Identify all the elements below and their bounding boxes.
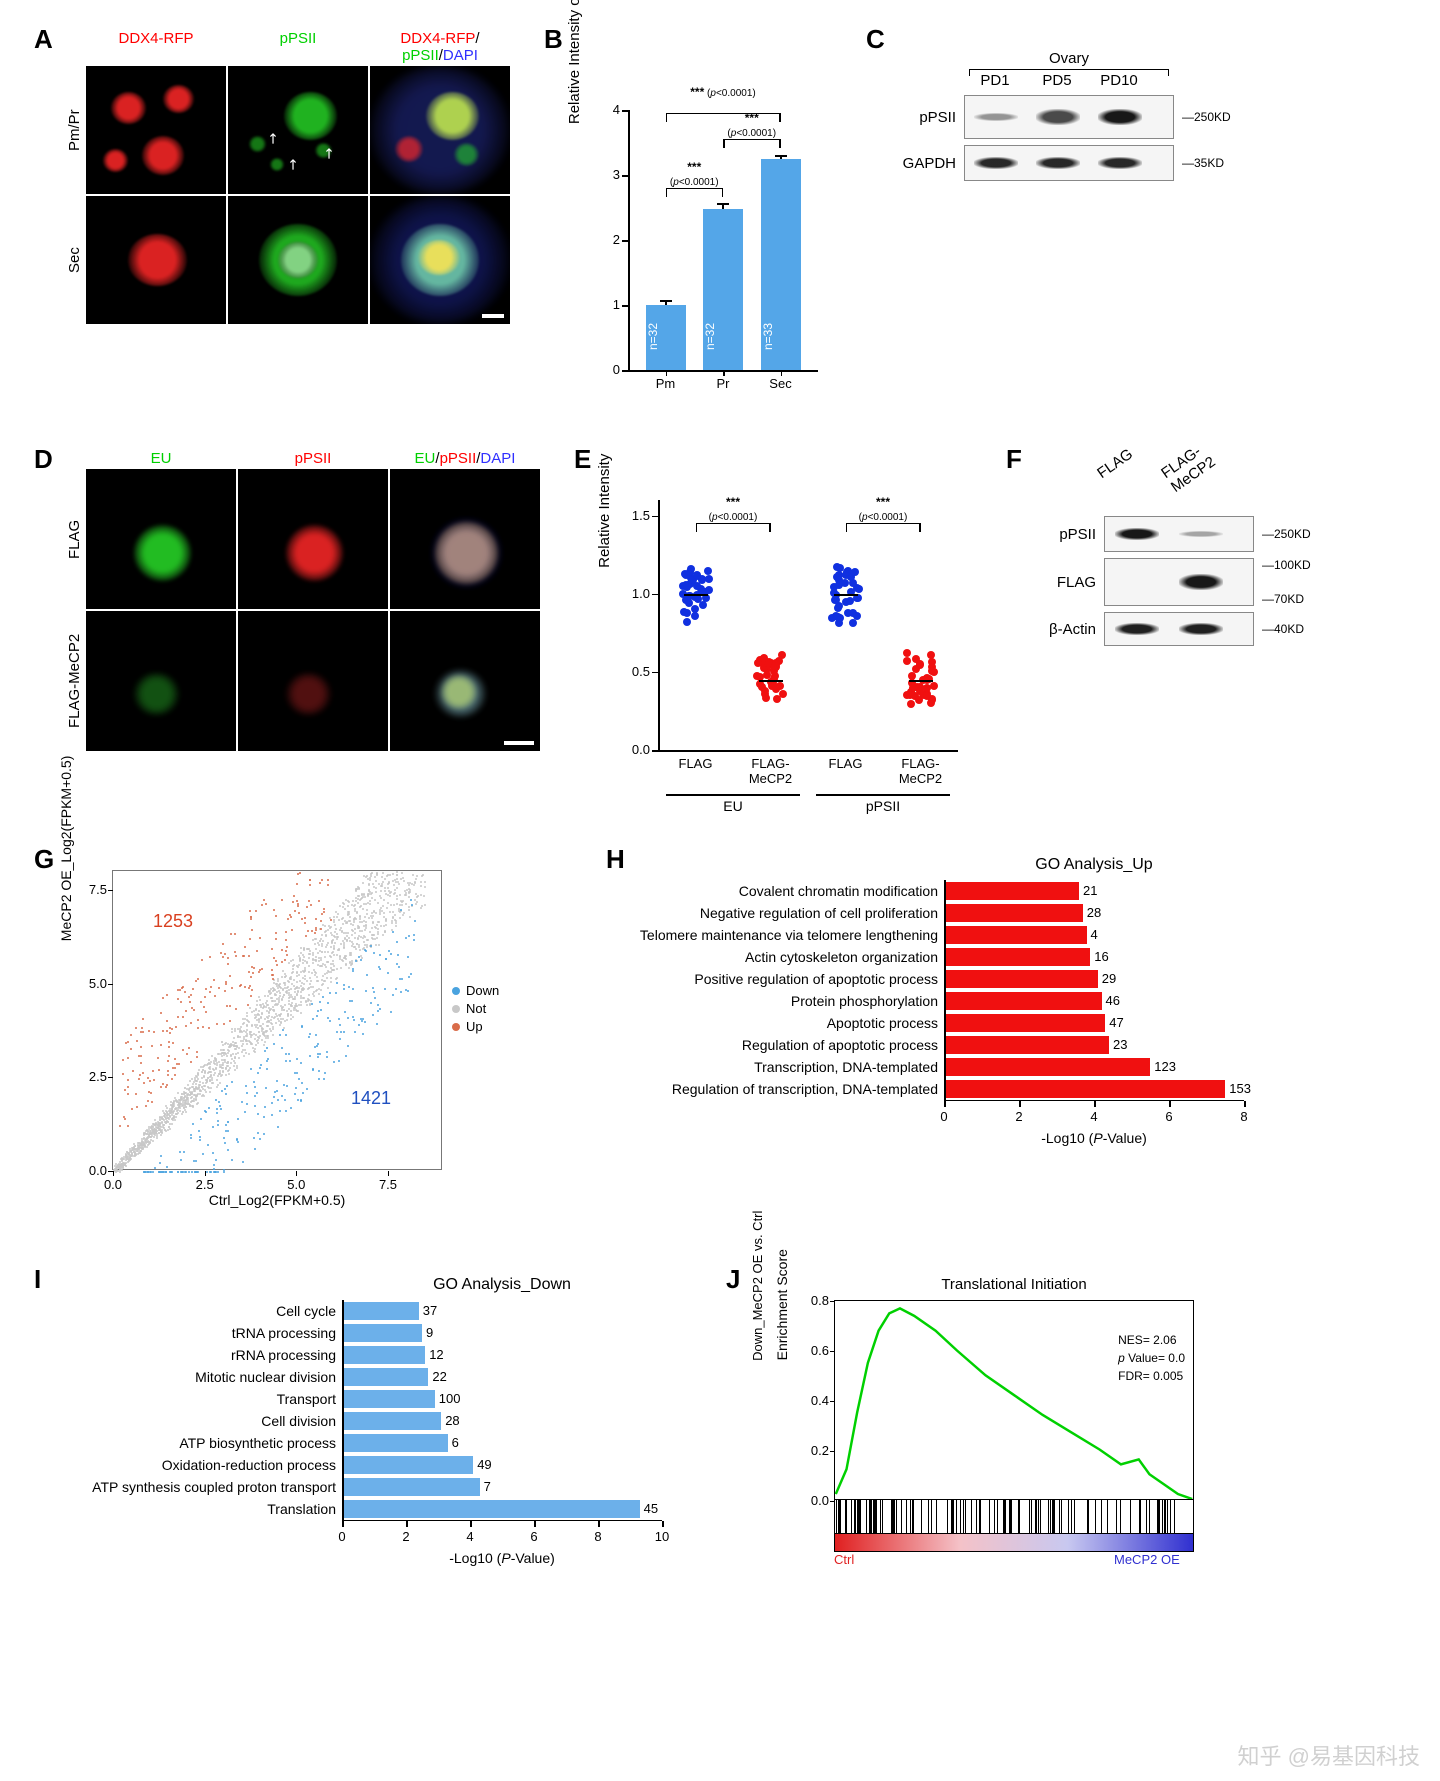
panel-e: E Relative Intensity0.00.51.01.5FLAGFLAG… <box>580 450 972 810</box>
panel-letter-f: F <box>1006 444 1022 475</box>
panel-j: J Down_MeCP2 OE vs. CtrlEnrichment Score… <box>732 1270 1224 1596</box>
micro-cell <box>390 469 540 609</box>
panel-letter-g: G <box>34 844 54 875</box>
micro-cell <box>228 196 368 324</box>
row-4: I GO Analysis_DownCell cycle37tRNA proce… <box>40 1270 1400 1596</box>
panel-letter-j: J <box>726 1264 740 1295</box>
panel-letter-d: D <box>34 444 53 475</box>
micro-cell <box>86 196 226 324</box>
micro-cell: ↗↗↗ <box>228 66 368 194</box>
panel-c: C OvaryPD1PD5PD10pPSII—250KDGAPDH—35KD <box>872 30 1231 181</box>
micro-cell <box>238 611 388 751</box>
panel-g: G MeCP2 OE_Log2(FPKM+0.5)125314210.02.55… <box>40 850 572 1230</box>
panel-d: D EUpPSIIEU/pPSII/DAPIFLAGFLAG-MeCP2 <box>40 450 540 753</box>
panel-h: H GO Analysis_UpCovalent chromatin modif… <box>612 850 1274 1146</box>
row-1: A DDX4-RFPpPSIIDDX4-RFP/pPSII/DAPIPm/Pr↗… <box>40 30 1400 410</box>
row-2: D EUpPSIIEU/pPSII/DAPIFLAGFLAG-MeCP2 E R… <box>40 450 1400 810</box>
micro-cell <box>86 66 226 194</box>
micro-col-header: DDX4-RFP/pPSII/DAPI <box>370 30 510 64</box>
micro-row-header: FLAG <box>62 469 84 609</box>
micro-row-header: FLAG-MeCP2 <box>62 611 84 751</box>
micro-row-header: Sec <box>62 196 84 324</box>
micro-cell <box>238 469 388 609</box>
axis-label-y: Relative Intensity of pPSII <box>566 0 583 124</box>
panel-letter-i: I <box>34 1264 41 1295</box>
micro-col-header: DDX4-RFP <box>86 30 226 64</box>
micro-cell <box>370 66 510 194</box>
panel-letter-c: C <box>866 24 885 55</box>
watermark: 知乎 @易基因科技 <box>1238 1739 1420 1771</box>
micro-col-header: EU/pPSII/DAPI <box>390 450 540 467</box>
row-3: G MeCP2 OE_Log2(FPKM+0.5)125314210.02.55… <box>40 850 1400 1230</box>
panel-b: B Relative Intensity of pPSII01234n=32Pm… <box>550 30 832 410</box>
micro-cell <box>86 469 236 609</box>
panel-f: F FLAGFLAG- MeCP2pPSII—250KDFLAG—100KD—7… <box>1012 450 1311 646</box>
micro-cell <box>370 196 510 324</box>
micro-col-header: pPSII <box>238 450 388 467</box>
panel-letter-a: A <box>34 24 53 55</box>
micro-cell <box>86 611 236 751</box>
micro-col-header: pPSII <box>228 30 368 64</box>
panel-letter-h: H <box>606 844 625 875</box>
micro-row-header: Pm/Pr <box>62 66 84 194</box>
micro-cell <box>390 611 540 751</box>
figure-root: A DDX4-RFPpPSIIDDX4-RFP/pPSII/DAPIPm/Pr↗… <box>40 30 1400 1596</box>
panel-letter-e: E <box>574 444 591 475</box>
panel-i: I GO Analysis_DownCell cycle37tRNA proce… <box>40 1270 692 1566</box>
panel-letter-b: B <box>544 24 563 55</box>
micro-col-header: EU <box>86 450 236 467</box>
panel-a: A DDX4-RFPpPSIIDDX4-RFP/pPSII/DAPIPm/Pr↗… <box>40 30 510 326</box>
